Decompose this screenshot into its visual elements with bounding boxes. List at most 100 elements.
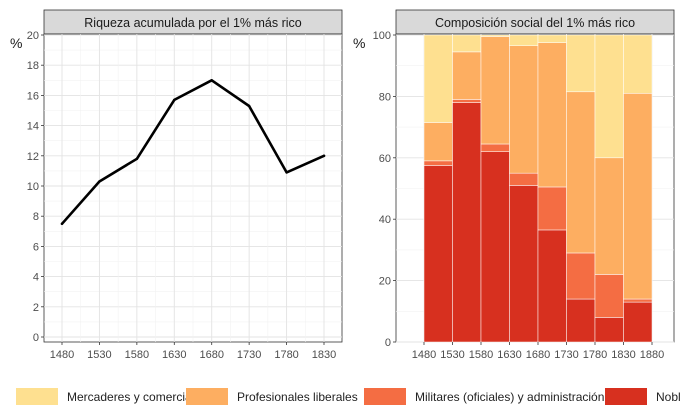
wealth-share-point xyxy=(322,154,326,157)
bar-segment-nobleza-1830 xyxy=(623,301,653,343)
bar-segment-militares-oficiales-y-administraci-n-1780 xyxy=(594,274,624,318)
line-panel-strip xyxy=(43,9,343,35)
legend-swatch-militares xyxy=(364,388,406,405)
wealth-share-point xyxy=(135,157,139,161)
line-x-tick-label: 1830 xyxy=(312,349,336,361)
bar-segment-militares-oficiales-y-administraci-n-1830 xyxy=(623,298,653,303)
line-y-tick-label: 0 xyxy=(33,332,39,344)
wealth-share-point xyxy=(285,171,288,174)
bar-segment-mercaderes-y-comerciantes-1780 xyxy=(594,34,624,159)
bar-y-tick-label: 100 xyxy=(373,30,391,42)
bar-y-axis: 0 20 40 60 80 100 xyxy=(373,30,396,349)
bar-segment-nobleza-1730 xyxy=(566,298,596,343)
bar-segment-militares-oficiales-y-administraci-n-1530 xyxy=(452,99,482,103)
bar-stacks xyxy=(423,34,653,343)
bar-segment-nobleza-1580 xyxy=(480,151,510,343)
line-x-tick-label: 1680 xyxy=(199,349,223,361)
bar-segment-nobleza-1480 xyxy=(423,165,453,343)
legend-label-mercaderes: Mercaderes y comerciantes xyxy=(67,389,215,404)
bar-y-axis-label: % xyxy=(353,35,365,51)
line-y-tick-label: 12 xyxy=(27,151,39,163)
wealth-share-line xyxy=(60,79,326,226)
wealth-share-point xyxy=(247,104,251,108)
line-y-tick-label: 14 xyxy=(27,121,39,133)
bar-segment-profesionales-liberales-1480 xyxy=(423,122,453,162)
bar-x-tick-label: 1580 xyxy=(469,349,493,361)
bar-panel: Composición social del 1% más rico 0 20 40… xyxy=(353,9,675,361)
bar-segment-profesionales-liberales-1730 xyxy=(566,91,596,254)
line-x-tick-label: 1480 xyxy=(50,349,74,361)
bar-y-tick-label: 40 xyxy=(379,214,391,226)
bar-segment-profesionales-liberales-1780 xyxy=(594,157,624,275)
line-y-tick-label: 16 xyxy=(27,90,39,102)
bar-x-tick-label: 1830 xyxy=(611,349,635,361)
bar-segment-profesionales-liberales-1630 xyxy=(509,45,539,174)
bar-segment-profesionales-liberales-1830 xyxy=(623,93,653,300)
bar-segment-nobleza-1530 xyxy=(452,102,482,343)
line-y-axis-label: % xyxy=(10,35,22,51)
line-y-tick-label: 8 xyxy=(33,211,39,223)
line-x-axis: 1480 1530 1580 1630 1680 1730 1780 1830 xyxy=(50,342,336,361)
legend-item-mercaderes: Mercaderes y comerciantes xyxy=(16,388,214,405)
line-panel-title: Riqueza acumulada por el 1% más rico xyxy=(84,16,302,30)
line-y-tick-label: 18 xyxy=(27,60,39,72)
bar-segment-profesionales-liberales-1680 xyxy=(537,42,567,188)
wealth-share-point xyxy=(98,180,101,183)
bar-segment-mercaderes-y-comerciantes-1480 xyxy=(423,34,453,123)
line-y-tick-label: 2 xyxy=(33,302,39,314)
bar-x-tick-label: 1530 xyxy=(440,349,464,361)
bar-segment-militares-oficiales-y-administraci-n-1580 xyxy=(480,143,510,152)
legend-item-profesionales: Profesionales liberales xyxy=(186,388,358,405)
legend-item-militares: Militares (oficiales) y administración xyxy=(364,388,604,405)
line-x-tick-label: 1580 xyxy=(125,349,149,361)
bar-segment-mercaderes-y-comerciantes-1630 xyxy=(509,34,539,46)
line-x-tick-label: 1630 xyxy=(162,349,186,361)
legend: Mercaderes y comerciantes Profesionales … xyxy=(0,384,680,408)
line-x-tick-label: 1730 xyxy=(237,349,261,361)
bar-segment-mercaderes-y-comerciantes-1530 xyxy=(452,34,482,53)
bar-x-tick-label: 1780 xyxy=(583,349,607,361)
legend-label-militares: Militares (oficiales) y administración xyxy=(415,389,605,404)
line-y-axis: 0 2 4 6 8 10 12 14 16 18 20 xyxy=(27,30,44,344)
bar-segment-mercaderes-y-comerciantes-1680 xyxy=(537,34,567,43)
bar-segment-profesionales-liberales-1530 xyxy=(452,51,482,100)
bar-segment-nobleza-1680 xyxy=(537,229,567,343)
bar-x-tick-label: 1630 xyxy=(497,349,521,361)
wealth-share-point xyxy=(210,79,213,82)
line-panel: Riqueza acumulada por el 1% más rico 0 2 4… xyxy=(10,9,343,361)
bar-y-tick-label: 0 xyxy=(385,337,391,349)
bar-segment-mercaderes-y-comerciantes-1830 xyxy=(623,34,653,94)
legend-swatch-nobleza xyxy=(605,388,647,405)
bar-segment-nobleza-1630 xyxy=(509,185,539,343)
legend-label-nobleza: Nobleza xyxy=(656,389,680,404)
bar-x-tick-label: 1880 xyxy=(640,349,664,361)
bar-segment-militares-oficiales-y-administraci-n-1730 xyxy=(566,252,596,300)
line-y-tick-label: 4 xyxy=(33,272,39,284)
bar-segment-mercaderes-y-comerciantes-1580 xyxy=(480,34,510,37)
line-series xyxy=(60,79,326,226)
line-y-tick-label: 20 xyxy=(27,30,39,42)
line-x-tick-label: 1780 xyxy=(274,349,298,361)
legend-item-nobleza: Nobleza xyxy=(605,388,680,405)
legend-swatch-profesionales xyxy=(186,388,228,405)
legend-label-profesionales: Profesionales liberales xyxy=(237,389,358,404)
bar-panel-title: Composición social del 1% más rico xyxy=(435,16,635,30)
bar-x-tick-label: 1730 xyxy=(554,349,578,361)
bar-y-tick-label: 60 xyxy=(379,153,391,165)
bar-x-axis: 1480 1530 1580 1630 1680 1730 1780 1830 1880 xyxy=(412,342,664,361)
bar-panel-strip xyxy=(395,9,675,35)
line-gridlines xyxy=(44,34,342,342)
line-x-tick-label: 1530 xyxy=(87,349,111,361)
bar-segment-militares-oficiales-y-administraci-n-1680 xyxy=(537,186,567,231)
bar-segment-militares-oficiales-y-administraci-n-1480 xyxy=(423,160,453,166)
bar-segment-profesionales-liberales-1580 xyxy=(480,36,510,145)
legend-swatch-mercaderes xyxy=(16,388,58,405)
wealth-share-point xyxy=(173,98,176,102)
line-y-tick-label: 6 xyxy=(33,241,39,253)
wealth-share-point xyxy=(60,222,64,225)
bar-x-tick-label: 1680 xyxy=(526,349,550,361)
bar-segment-mercaderes-y-comerciantes-1730 xyxy=(566,34,596,93)
bar-segment-nobleza-1780 xyxy=(594,317,624,343)
bar-segment-militares-oficiales-y-administraci-n-1630 xyxy=(509,172,539,186)
